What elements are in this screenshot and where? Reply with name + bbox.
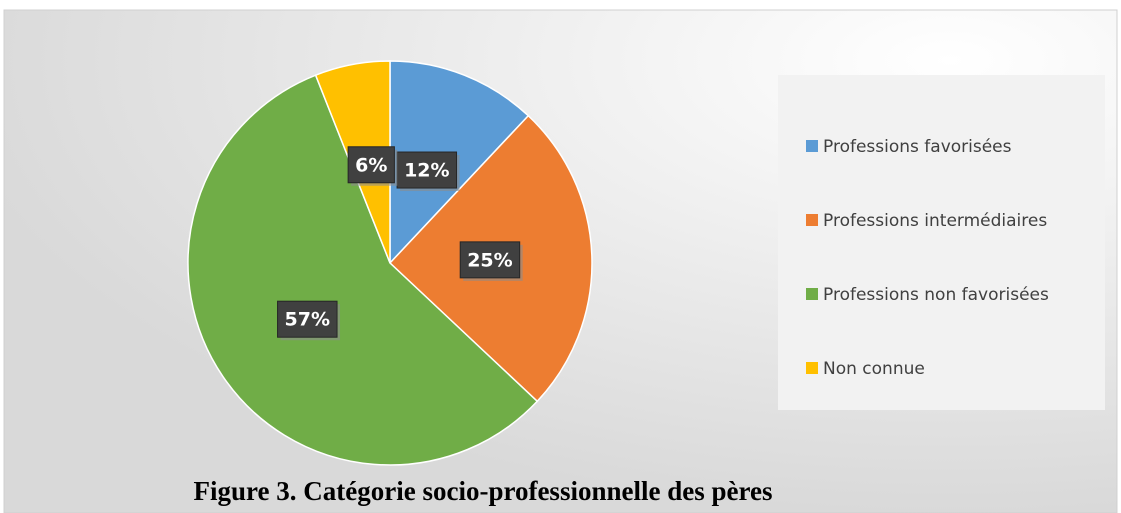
legend-swatch [806,140,818,152]
data-label-box [277,300,338,338]
legend-swatch [806,362,818,374]
legend-label: Professions favorisées [823,137,1012,157]
data-label-box [347,146,395,184]
data-label: 12% [404,160,449,182]
data-label: 25% [467,249,512,271]
legend-swatch [806,288,818,300]
data-label-box [459,241,521,279]
data-label-box [396,151,458,189]
chart-title: Figure 3. Catégorie socio-professionnell… [194,476,773,506]
pie-slice [187,74,539,466]
legend-box [778,75,1105,410]
legend-label: Non connue [823,359,925,379]
legend-label: Professions non favorisées [823,285,1049,305]
data-label: 57% [285,309,330,331]
legend-label: Professions intermédiaires [823,211,1047,231]
legend-swatch [806,214,818,226]
data-label: 6% [355,154,387,176]
